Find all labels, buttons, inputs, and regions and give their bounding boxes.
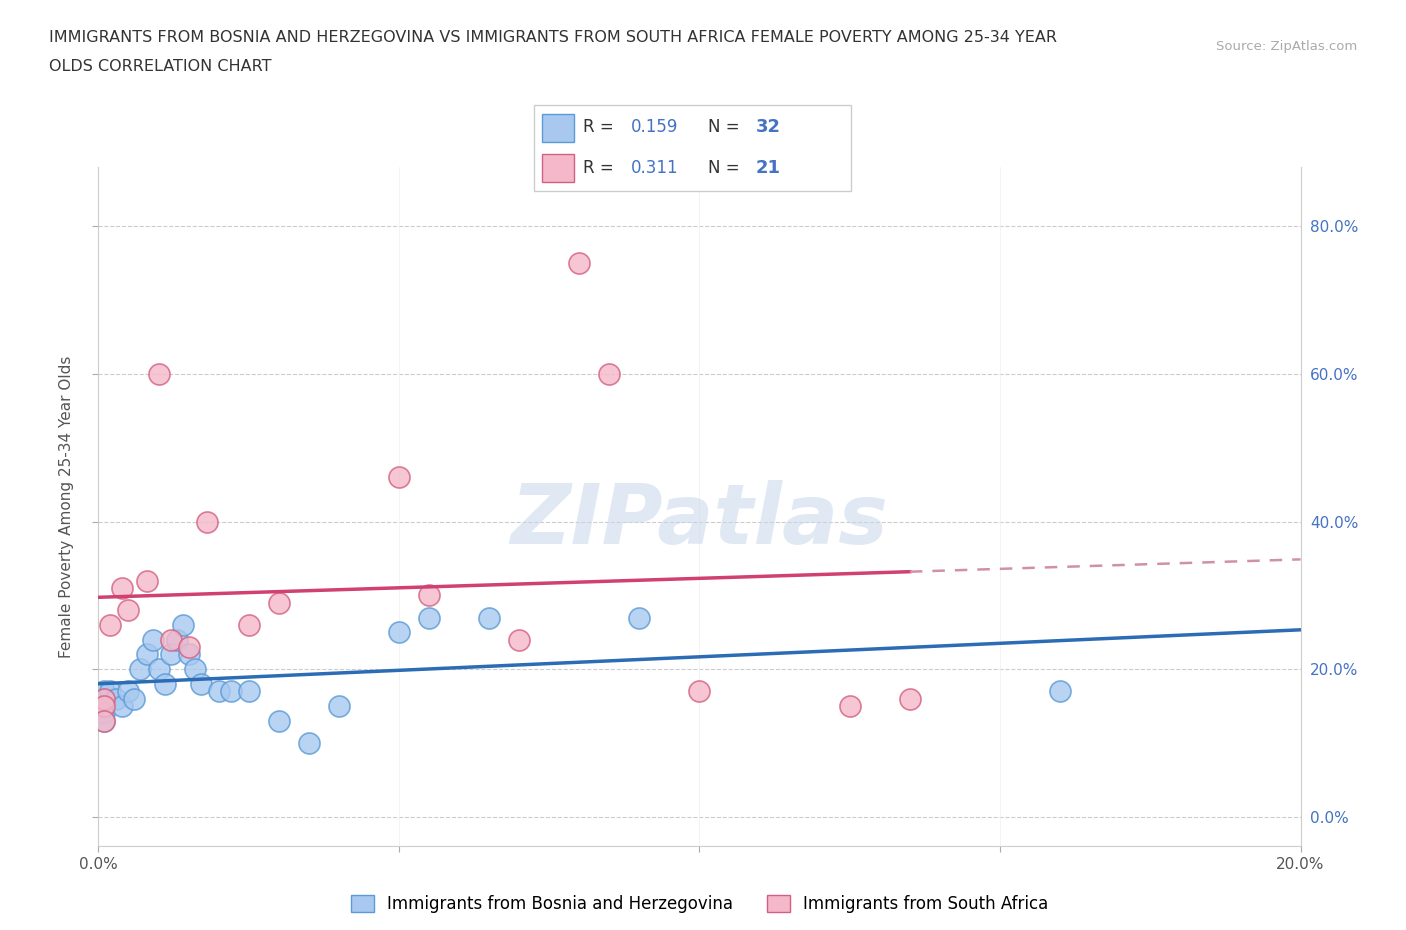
Point xyxy=(100,684,122,698)
Point xyxy=(267,713,290,728)
Point xyxy=(135,647,157,662)
Point xyxy=(195,514,218,529)
Point xyxy=(628,610,651,625)
Point xyxy=(1049,684,1071,698)
Point xyxy=(105,691,128,706)
Point xyxy=(111,580,134,595)
Text: R =: R = xyxy=(583,158,619,177)
Text: OLDS CORRELATION CHART: OLDS CORRELATION CHART xyxy=(49,59,271,73)
Point xyxy=(100,618,122,632)
Text: 32: 32 xyxy=(756,118,780,137)
Point xyxy=(418,588,440,603)
Text: R =: R = xyxy=(583,118,619,137)
Text: ZIPatlas: ZIPatlas xyxy=(510,480,889,561)
Point xyxy=(190,676,212,691)
FancyBboxPatch shape xyxy=(534,105,851,191)
Point xyxy=(568,256,591,271)
FancyBboxPatch shape xyxy=(543,153,574,182)
Point xyxy=(238,684,260,698)
Point xyxy=(418,610,440,625)
Point xyxy=(328,698,350,713)
Point xyxy=(93,684,115,698)
Point xyxy=(177,640,200,655)
Text: 0.311: 0.311 xyxy=(631,158,678,177)
Point xyxy=(129,662,152,677)
Point xyxy=(238,618,260,632)
Point xyxy=(183,662,205,677)
Point xyxy=(598,366,620,381)
Point xyxy=(177,647,200,662)
Point xyxy=(166,632,188,647)
Text: N =: N = xyxy=(709,118,745,137)
Point xyxy=(159,647,181,662)
Point xyxy=(219,684,242,698)
Point xyxy=(93,698,115,713)
Point xyxy=(141,632,163,647)
Text: N =: N = xyxy=(709,158,745,177)
Point xyxy=(148,366,170,381)
Point xyxy=(508,632,530,647)
Point xyxy=(124,691,146,706)
Point xyxy=(93,713,115,728)
Point xyxy=(135,573,157,588)
Point xyxy=(298,736,321,751)
Y-axis label: Female Poverty Among 25-34 Year Olds: Female Poverty Among 25-34 Year Olds xyxy=(59,355,75,658)
Point xyxy=(159,632,181,647)
Legend: Immigrants from Bosnia and Herzegovina, Immigrants from South Africa: Immigrants from Bosnia and Herzegovina, … xyxy=(344,888,1054,920)
Point xyxy=(838,698,860,713)
Point xyxy=(93,713,115,728)
Point xyxy=(172,618,194,632)
Point xyxy=(388,625,411,640)
Point xyxy=(93,698,115,713)
Point xyxy=(93,691,115,706)
Point xyxy=(689,684,711,698)
Point xyxy=(93,706,115,721)
Text: 0.159: 0.159 xyxy=(631,118,678,137)
Text: 21: 21 xyxy=(756,158,780,177)
Text: IMMIGRANTS FROM BOSNIA AND HERZEGOVINA VS IMMIGRANTS FROM SOUTH AFRICA FEMALE PO: IMMIGRANTS FROM BOSNIA AND HERZEGOVINA V… xyxy=(49,30,1057,45)
Point xyxy=(117,684,139,698)
Point xyxy=(148,662,170,677)
Point xyxy=(153,676,176,691)
Point xyxy=(388,470,411,485)
Point xyxy=(898,691,921,706)
Text: Source: ZipAtlas.com: Source: ZipAtlas.com xyxy=(1216,40,1357,53)
Point xyxy=(93,691,115,706)
Point xyxy=(208,684,231,698)
Point xyxy=(111,698,134,713)
Point xyxy=(117,603,139,618)
FancyBboxPatch shape xyxy=(543,113,574,142)
Point xyxy=(267,595,290,610)
Point xyxy=(478,610,501,625)
